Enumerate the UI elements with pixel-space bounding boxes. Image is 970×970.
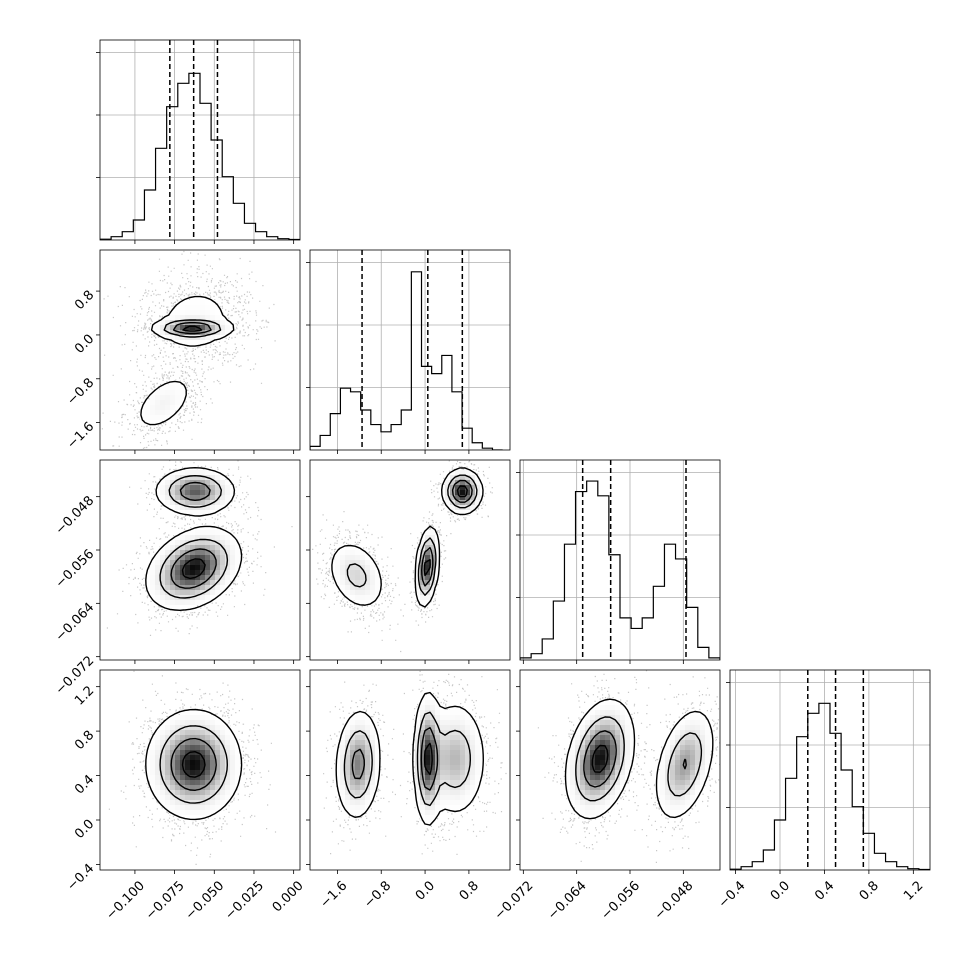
joint-panel-2-0	[106, 460, 293, 636]
x-tick-label: −0.025	[222, 878, 267, 923]
panel-frame	[519, 669, 721, 871]
joint-panel-3-0	[108, 670, 277, 865]
x-tick-label: −0.072	[492, 878, 537, 923]
joint-panel-3-2	[537, 670, 720, 863]
joint-panel-2-1	[312, 460, 493, 653]
contour-level-3	[181, 558, 206, 580]
histogram-step	[100, 72, 300, 240]
density-shading	[565, 700, 716, 821]
panel-frame	[99, 249, 301, 451]
contour-level-1	[159, 725, 228, 804]
y-tick-label: 0.4	[72, 772, 97, 797]
contour-level-3	[182, 325, 203, 332]
panel-frame	[309, 459, 511, 661]
x-tick-label: −0.050	[183, 878, 228, 923]
x-tick-label: 0.0	[768, 878, 793, 903]
joint-panel-1-0	[101, 250, 276, 450]
contour-level-0	[331, 467, 484, 608]
x-tick-label: −0.048	[652, 878, 697, 923]
y-tick-label: −0.048	[53, 493, 98, 538]
x-tick-label: −0.4	[716, 878, 749, 911]
histogram-panel-3	[726, 669, 931, 871]
x-tick-label: 0.4	[812, 878, 837, 903]
panel-frame	[309, 669, 511, 871]
y-tick-label: 0.8	[72, 728, 97, 753]
histogram-panel-1	[306, 249, 511, 451]
density-shading	[140, 295, 236, 426]
histogram-step	[310, 271, 503, 450]
contour-level-3	[181, 751, 206, 778]
y-tick-label: 0.8	[72, 288, 97, 313]
scatter-points	[101, 250, 276, 450]
y-tick-label: −0.4	[64, 861, 97, 894]
histogram-panel-0	[96, 39, 301, 241]
x-tick-label: −0.056	[598, 878, 643, 923]
histogram-step	[730, 702, 930, 870]
panel-frame	[99, 669, 301, 871]
y-tick-label: −0.8	[64, 375, 97, 408]
panel-frame	[519, 459, 721, 661]
contour-level-0	[145, 708, 243, 821]
x-tick-label: −0.075	[143, 878, 188, 923]
contour-level-1	[159, 475, 229, 599]
joint-panel-3-1	[323, 670, 507, 855]
contour-level-3	[423, 742, 433, 776]
contour-level-2	[583, 730, 687, 788]
contour-level-0	[140, 295, 235, 426]
contour-level-2	[421, 479, 473, 587]
panel-frame	[99, 39, 301, 241]
y-tick-label: 0.0	[72, 332, 97, 357]
y-tick-label: 1.2	[72, 683, 97, 708]
y-tick-label: −0.056	[53, 547, 98, 592]
x-tick-label: 0.8	[457, 878, 482, 903]
density-shading	[335, 695, 486, 826]
x-tick-label: −0.8	[361, 878, 394, 911]
contour-level-1	[343, 711, 471, 807]
x-tick-label: −0.064	[545, 878, 590, 923]
contour-level-1	[163, 319, 222, 338]
y-tick-label: 0.0	[72, 817, 97, 842]
histogram-panel-2	[516, 459, 721, 661]
y-tick-label: −0.064	[53, 600, 98, 645]
x-tick-label: 0.8	[857, 878, 882, 903]
panel-frame	[729, 669, 931, 871]
contour-level-2	[172, 322, 212, 335]
x-tick-label: 1.2	[901, 878, 926, 903]
contour-level-1	[575, 716, 703, 802]
panel-frame	[99, 459, 301, 661]
y-tick-label: −1.6	[64, 419, 97, 452]
contour-level-3	[423, 485, 468, 577]
panel-frame	[309, 249, 511, 451]
contour-level-1	[346, 474, 478, 596]
contour-level-2	[170, 481, 217, 589]
contour-level-2	[351, 727, 439, 791]
contour-level-0	[145, 467, 243, 611]
histogram-step	[520, 480, 720, 660]
x-tick-label: 0.0	[413, 878, 438, 903]
contour-level-0	[564, 698, 714, 820]
contour-level-0	[335, 691, 484, 826]
x-tick-label: −0.100	[103, 878, 148, 923]
x-tick-label: −1.6	[318, 878, 351, 911]
contour-level-2	[170, 737, 217, 791]
x-tick-label: 0.000	[270, 878, 307, 915]
contour-level-3	[591, 744, 609, 773]
